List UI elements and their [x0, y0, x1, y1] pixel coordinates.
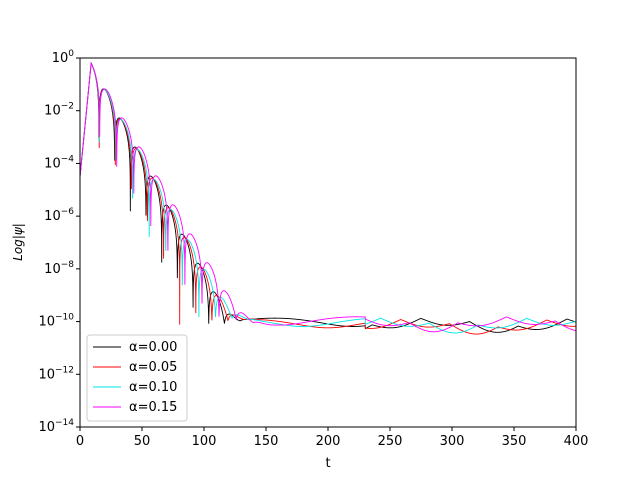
y-tick-label: 10−8	[44, 260, 74, 277]
x-tick-label: 400	[564, 434, 589, 449]
y-tick-label: 10−14	[38, 418, 74, 435]
legend-box	[86, 334, 188, 422]
x-axis-label: t	[325, 456, 330, 471]
legend-entry: α=0.05	[129, 360, 177, 375]
y-tick-label: 10−6	[44, 207, 74, 224]
series-line	[79, 61, 577, 335]
x-tick-label: 0	[76, 434, 84, 449]
x-tick-label: 350	[502, 434, 527, 449]
series-line	[79, 61, 577, 333]
x-tick-label: 100	[192, 434, 217, 449]
series-line	[79, 61, 577, 333]
legend-entry: α=0.10	[129, 380, 177, 395]
legend: α=0.00 α=0.05 α=0.10 α=0.15	[86, 334, 188, 422]
y-tick-label: 10−10	[38, 313, 74, 330]
legend-entry: α=0.00	[129, 340, 177, 355]
y-tick-label: 100	[52, 49, 75, 66]
y-axis-label: Log|ψ|	[11, 223, 25, 261]
series-line	[79, 61, 577, 334]
x-axis: 0 50 100 150 200 250 300 350 400	[76, 427, 589, 449]
y-tick-label: 10−2	[44, 102, 74, 119]
x-tick-label: 250	[378, 434, 403, 449]
x-tick-label: 50	[134, 434, 151, 449]
series-layer	[79, 61, 577, 335]
y-tick-label: 10−12	[38, 365, 74, 382]
x-tick-label: 150	[254, 434, 279, 449]
x-tick-label: 300	[440, 434, 465, 449]
y-tick-label: 10−4	[44, 154, 74, 171]
legend-entry: α=0.15	[129, 400, 177, 415]
x-tick-label: 200	[316, 434, 341, 449]
y-axis: 100 10−2 10−4 10−6 10−8 10−10 10−12 10−14	[38, 49, 80, 435]
